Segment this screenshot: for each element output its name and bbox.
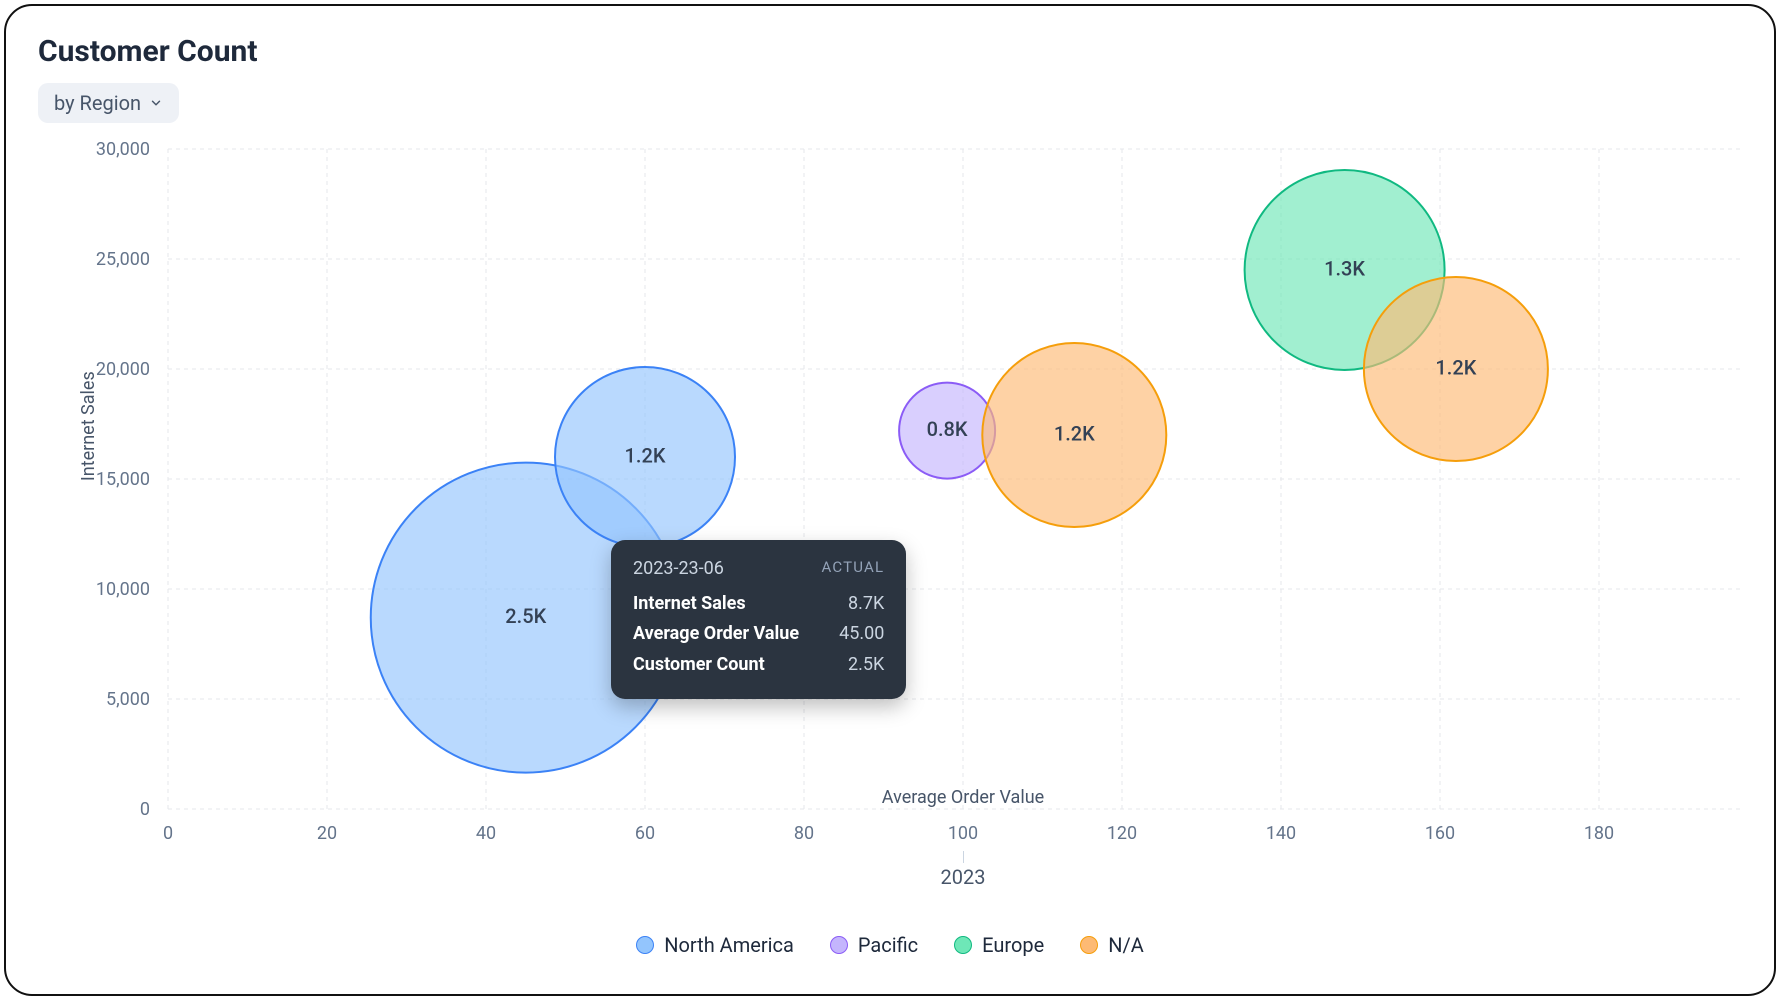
svg-text:0: 0 [163, 823, 173, 844]
svg-text:60: 60 [635, 823, 655, 844]
legend-item[interactable]: North America [636, 933, 794, 957]
tooltip-row-value: 8.7K [848, 589, 884, 620]
chart-legend: North America Pacific Europe N/A [38, 933, 1742, 957]
bubble-label: 2.5K [505, 604, 546, 628]
bubble-chart-svg: 0 5,000 10,000 15,000 20,000 25,000 30,000 0 20 4… [38, 129, 1742, 929]
tooltip-row-label: Internet Sales [633, 589, 746, 620]
bubble-label: 1.2K [1054, 421, 1095, 445]
filter-by-region[interactable]: by Region [38, 83, 179, 123]
svg-text:140: 140 [1266, 823, 1296, 844]
tooltip-row: Average Order Value 45.00 [633, 619, 884, 650]
tooltip-tag: ACTUAL [821, 558, 884, 579]
svg-text:160: 160 [1425, 823, 1455, 844]
tooltip-date: 2023-23-06 [633, 558, 724, 579]
tooltip-row-value: 45.00 [839, 619, 884, 650]
svg-text:5,000: 5,000 [106, 689, 150, 710]
legend-label: North America [664, 933, 794, 957]
year-label: 2023 [933, 865, 993, 889]
legend-item[interactable]: Europe [954, 933, 1044, 957]
tooltip-row-label: Average Order Value [633, 619, 799, 650]
svg-text:120: 120 [1107, 823, 1137, 844]
legend-swatch [636, 936, 654, 954]
chart-tooltip: 2023-23-06 ACTUAL Internet Sales8.7KAver… [611, 540, 906, 699]
bubble-label: 0.8K [927, 417, 968, 441]
svg-text:100: 100 [948, 823, 978, 844]
year-tick-mark [963, 851, 964, 863]
legend-label: N/A [1108, 933, 1144, 957]
tooltip-row-label: Customer Count [633, 650, 765, 681]
svg-text:40: 40 [476, 823, 496, 844]
bubble-label: 1.2K [1435, 355, 1476, 379]
svg-text:80: 80 [794, 823, 814, 844]
legend-item[interactable]: N/A [1080, 933, 1144, 957]
chevron-down-icon [149, 96, 163, 110]
legend-item[interactable]: Pacific [830, 933, 918, 957]
svg-text:0: 0 [140, 799, 150, 820]
bubble-label: 1.3K [1324, 256, 1365, 280]
svg-text:20,000: 20,000 [96, 359, 150, 380]
tooltip-row: Customer Count 2.5K [633, 650, 884, 681]
legend-label: Europe [982, 933, 1044, 957]
filter-label: by Region [54, 91, 141, 115]
svg-text:180: 180 [1584, 823, 1614, 844]
tooltip-row: Internet Sales 8.7K [633, 589, 884, 620]
tooltip-row-value: 2.5K [848, 650, 884, 681]
chart-title: Customer Count [38, 34, 1742, 69]
svg-text:Internet Sales: Internet Sales [78, 371, 99, 481]
legend-swatch [954, 936, 972, 954]
svg-text:Average Order Value: Average Order Value [882, 787, 1044, 808]
svg-text:25,000: 25,000 [96, 249, 150, 270]
bubble-label: 1.2K [625, 443, 666, 467]
svg-text:15,000: 15,000 [96, 469, 150, 490]
svg-text:10,000: 10,000 [96, 579, 150, 600]
legend-swatch [830, 936, 848, 954]
chart-area: 0 5,000 10,000 15,000 20,000 25,000 30,000 0 20 4… [38, 129, 1742, 929]
svg-text:20: 20 [317, 823, 337, 844]
svg-text:30,000: 30,000 [96, 139, 150, 160]
chart-card: Customer Count by Region 0 5,000 10,000 15,… [4, 4, 1776, 996]
legend-label: Pacific [858, 933, 918, 957]
legend-swatch [1080, 936, 1098, 954]
